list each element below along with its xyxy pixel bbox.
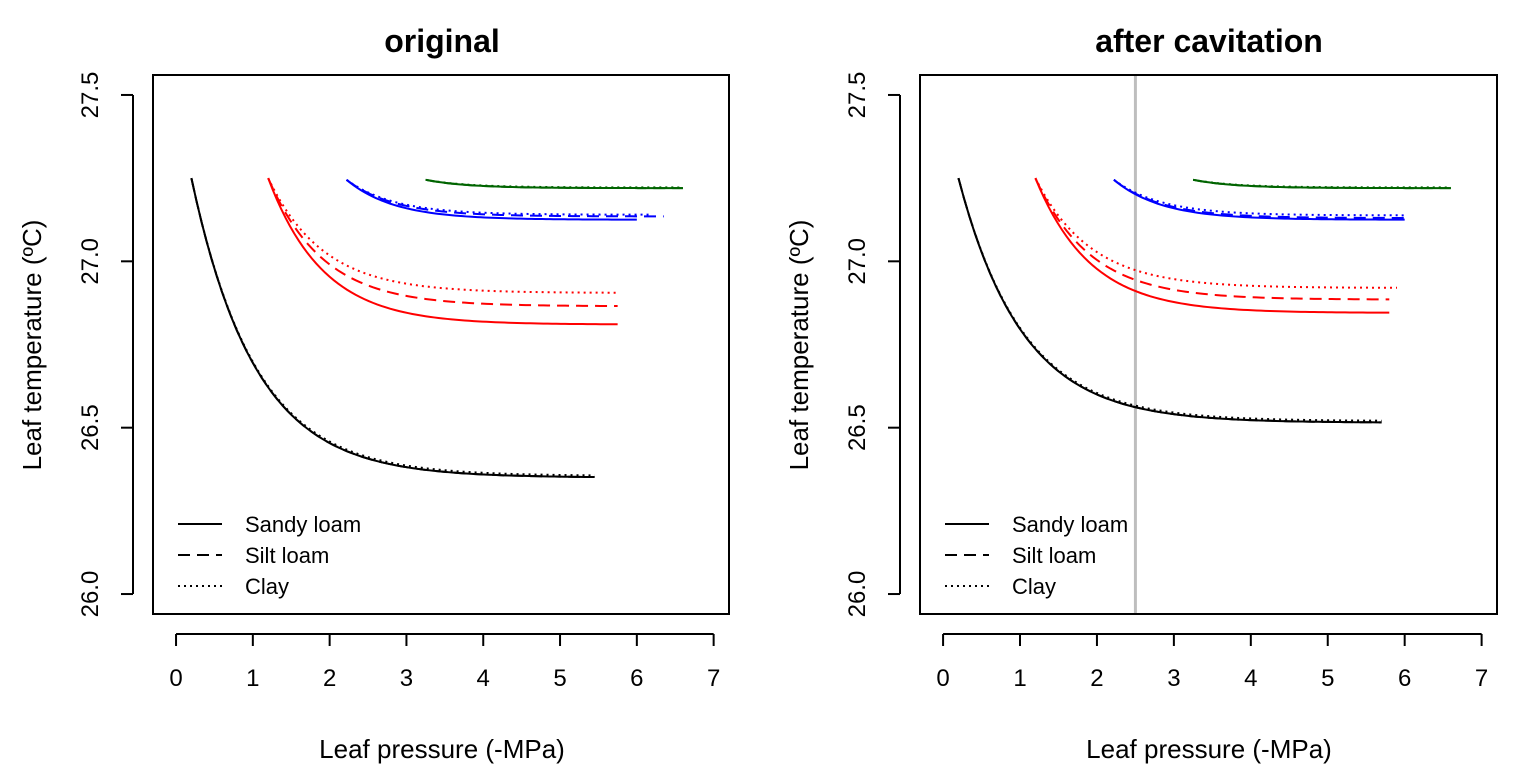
plot-area: 0 1 2 3 4 5 6 7 26.0 26.5 27.0 27.5 Sandy loam Silt l… [844, 72, 1498, 692]
legend-label: Silt loam [245, 543, 329, 568]
x-tick-label: 3 [1167, 665, 1180, 692]
series-line-7 [345, 179, 664, 218]
legend-label: Sandy loam [245, 512, 361, 537]
plot-area: 0 1 2 3 4 5 6 7 26.0 26.5 27.0 27.5 Sandy loam Silt l… [77, 72, 730, 692]
legend: Sandy loam Silt loam Clay [945, 512, 1128, 599]
y-tick-label: 26.5 [844, 404, 871, 451]
y-axis-label: Leaf temperature (ºC) [17, 220, 47, 471]
series-line-8 [1113, 178, 1405, 217]
series-line-2 [190, 177, 595, 477]
series-line-6 [345, 179, 637, 221]
series-line-0 [190, 177, 595, 479]
series-line-11 [425, 178, 683, 189]
legend: Sandy loam Silt loam Clay [178, 512, 361, 599]
series-line-4 [267, 177, 618, 308]
x-tick-label: 7 [1475, 665, 1488, 692]
x-tick-label: 0 [936, 665, 949, 692]
y-axis-label: Leaf temperature (ºC) [784, 220, 814, 471]
legend-label: Silt loam [1012, 543, 1096, 568]
legend-label: Clay [245, 574, 289, 599]
y-tick-label: 26.0 [844, 571, 871, 618]
x-tick-label: 4 [477, 665, 490, 692]
series-line-2 [957, 177, 1382, 422]
y-tick-label: 27.5 [77, 72, 104, 119]
x-tick-label: 7 [707, 665, 720, 692]
x-tick-label: 0 [169, 665, 182, 692]
x-tick-label: 2 [323, 665, 336, 692]
x-tick-label: 4 [1244, 665, 1257, 692]
chart-panel-after-cavitation: after cavitation Leaf pressure (-MPa) Le… [784, 23, 1498, 764]
series-line-3 [267, 177, 618, 326]
y-tick-label: 26.0 [77, 571, 104, 618]
x-axis-label: Leaf pressure (-MPa) [319, 734, 565, 764]
legend-label: Sandy loam [1012, 512, 1128, 537]
chart-panel-original: original Leaf pressure (-MPa) Leaf tempe… [17, 23, 730, 764]
series-line-8 [345, 178, 653, 216]
x-tick-label: 1 [1013, 665, 1026, 692]
plot-frame [152, 74, 730, 615]
plot-frame [919, 74, 1498, 615]
x-tick-label: 3 [400, 665, 413, 692]
y-tick-label: 27.0 [844, 238, 871, 285]
series-line-6 [1113, 179, 1405, 221]
series-line-3 [1034, 177, 1390, 314]
x-tick-label: 6 [1398, 665, 1411, 692]
series-line-1 [957, 177, 1382, 424]
x-axis-label: Leaf pressure (-MPa) [1086, 734, 1332, 764]
series-line-11 [1192, 178, 1451, 189]
y-tick-label: 27.5 [844, 72, 871, 119]
x-tick-label: 5 [553, 665, 566, 692]
x-tick-label: 1 [246, 665, 259, 692]
legend-label: Clay [1012, 574, 1056, 599]
series-line-7 [1113, 179, 1405, 219]
y-tick-label: 27.0 [77, 238, 104, 285]
chart-title: original [384, 23, 500, 59]
series-line-5 [1034, 177, 1397, 289]
series-line-4 [1034, 177, 1390, 301]
x-tick-label: 2 [1090, 665, 1103, 692]
y-tick-label: 26.5 [77, 404, 104, 451]
x-tick-label: 6 [630, 665, 643, 692]
series-line-5 [267, 177, 618, 294]
chart-title: after cavitation [1095, 23, 1323, 59]
series-line-1 [190, 177, 595, 479]
x-tick-label: 5 [1321, 665, 1334, 692]
